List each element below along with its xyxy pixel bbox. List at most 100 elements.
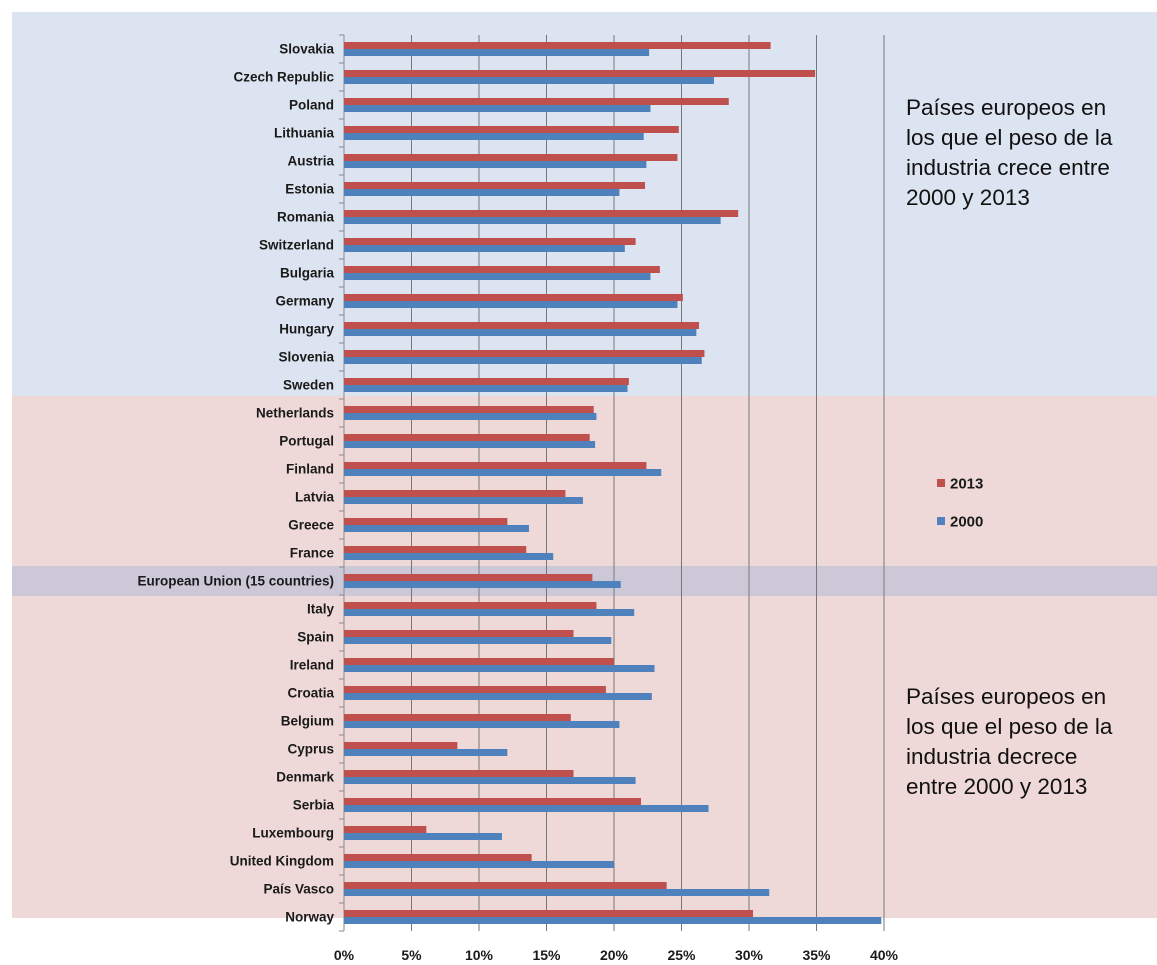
bar-2000-lithuania xyxy=(344,133,644,140)
bar-2000-norway xyxy=(344,917,882,924)
bar-2000-austria xyxy=(344,161,647,168)
bar-2013-cyprus xyxy=(344,742,458,749)
x-tick-label-30: 30% xyxy=(735,947,764,963)
bar-2013-sweden xyxy=(344,378,629,385)
bar-2000-cyprus xyxy=(344,749,508,756)
bars xyxy=(344,42,882,924)
bar-2013-latvia xyxy=(344,490,566,497)
x-tick-label-40: 40% xyxy=(870,947,899,963)
category-label-italy: Italy xyxy=(307,602,335,617)
bar-2000-estonia xyxy=(344,189,620,196)
category-label-norway: Norway xyxy=(285,910,334,925)
category-label-united-kingdom: United Kingdom xyxy=(230,854,334,869)
annotation-decrease-line-4: entre 2000 y 2013 xyxy=(906,774,1088,799)
category-label-cyprus: Cyprus xyxy=(287,742,334,757)
annotation-increase-line-4: 2000 y 2013 xyxy=(906,185,1030,210)
bar-2013-pais-vasco xyxy=(344,882,667,889)
category-label-pais-vasco: País Vasco xyxy=(263,882,334,897)
x-tick-labels: 0% 5% 10% 15% 20% 25% 30% 35% 40% xyxy=(334,947,899,963)
legend-label-2013: 2013 xyxy=(950,476,983,493)
legend: 2013 2000 xyxy=(937,476,983,531)
bar-2000-czech-republic xyxy=(344,77,714,84)
bar-2000-european-union-15-countries xyxy=(344,581,621,588)
bar-2013-european-union-15-countries xyxy=(344,574,593,581)
bar-2013-bulgaria xyxy=(344,266,660,273)
category-label-hungary: Hungary xyxy=(279,322,334,337)
bar-2013-finland xyxy=(344,462,647,469)
category-label-spain: Spain xyxy=(297,630,334,645)
bar-2013-ireland xyxy=(344,658,614,665)
category-label-denmark: Denmark xyxy=(276,770,334,785)
category-label-latvia: Latvia xyxy=(295,490,335,505)
category-label-slovakia: Slovakia xyxy=(279,42,334,57)
category-label-serbia: Serbia xyxy=(293,798,335,813)
x-tick-label-20: 20% xyxy=(600,947,629,963)
bar-2013-austria xyxy=(344,154,678,161)
category-label-croatia: Croatia xyxy=(287,686,334,701)
x-tick-label-0: 0% xyxy=(334,947,355,963)
bar-2000-switzerland xyxy=(344,245,625,252)
region-decrease-background xyxy=(12,396,1157,918)
legend-swatch-2013 xyxy=(937,479,945,487)
bar-2000-slovenia xyxy=(344,357,702,364)
category-label-netherlands: Netherlands xyxy=(256,406,334,421)
category-label-austria: Austria xyxy=(287,154,334,169)
bar-2013-greece xyxy=(344,518,508,525)
bar-2000-croatia xyxy=(344,693,652,700)
category-label-france: France xyxy=(290,546,335,561)
bar-2013-lithuania xyxy=(344,126,679,133)
category-label-lithuania: Lithuania xyxy=(274,126,334,141)
category-label-slovenia: Slovenia xyxy=(278,350,334,365)
bar-2000-portugal xyxy=(344,441,596,448)
x-tick-label-25: 25% xyxy=(667,947,696,963)
category-label-poland: Poland xyxy=(289,98,334,113)
bar-2013-slovenia xyxy=(344,350,705,357)
category-label-switzerland: Switzerland xyxy=(259,238,334,253)
bar-2013-slovakia xyxy=(344,42,771,49)
bar-2000-finland xyxy=(344,469,662,476)
category-label-portugal: Portugal xyxy=(279,434,334,449)
bar-2000-france xyxy=(344,553,554,560)
bar-2000-united-kingdom xyxy=(344,861,614,868)
category-label-sweden: Sweden xyxy=(283,378,334,393)
category-label-greece: Greece xyxy=(288,518,334,533)
x-tick-label-10: 10% xyxy=(465,947,494,963)
bar-2013-czech-republic xyxy=(344,70,816,77)
legend-label-2000: 2000 xyxy=(950,514,983,531)
bar-2013-croatia xyxy=(344,686,606,693)
annotation-decrease-line-3: industria decrece xyxy=(906,744,1078,769)
category-label-bulgaria: Bulgaria xyxy=(280,266,335,281)
bar-2013-switzerland xyxy=(344,238,636,245)
bar-2000-slovakia xyxy=(344,49,650,56)
bar-2000-hungary xyxy=(344,329,697,336)
bar-2000-serbia xyxy=(344,805,709,812)
category-label-belgium: Belgium xyxy=(281,714,334,729)
category-label-estonia: Estonia xyxy=(285,182,334,197)
category-label-romania: Romania xyxy=(277,210,335,225)
bar-2000-denmark xyxy=(344,777,636,784)
bar-2013-romania xyxy=(344,210,739,217)
category-labels: Slovakia Czech Republic Poland Lithuania Aus… xyxy=(137,42,334,925)
bar-2013-spain xyxy=(344,630,574,637)
bar-2013-portugal xyxy=(344,434,590,441)
bar-2000-luxembourg xyxy=(344,833,502,840)
category-label-czech-republic: Czech Republic xyxy=(233,70,334,85)
bar-2013-united-kingdom xyxy=(344,854,532,861)
bar-2013-luxembourg xyxy=(344,826,427,833)
annotation-decrease: Países europeos en los que el peso de la… xyxy=(906,682,1112,802)
bar-2013-germany xyxy=(344,294,683,301)
bar-2000-ireland xyxy=(344,665,655,672)
category-label-finland: Finland xyxy=(286,462,334,477)
category-label-germany: Germany xyxy=(275,294,334,309)
bar-2013-estonia xyxy=(344,182,646,189)
annotation-decrease-line-1: Países europeos en xyxy=(906,684,1107,709)
bar-2000-romania xyxy=(344,217,721,224)
bar-2000-germany xyxy=(344,301,678,308)
bar-2000-poland xyxy=(344,105,651,112)
annotation-increase-line-2: los que el peso de la xyxy=(906,125,1113,150)
bar-2000-pais-vasco xyxy=(344,889,770,896)
bar-2013-belgium xyxy=(344,714,571,721)
legend-swatch-2000 xyxy=(937,517,945,525)
